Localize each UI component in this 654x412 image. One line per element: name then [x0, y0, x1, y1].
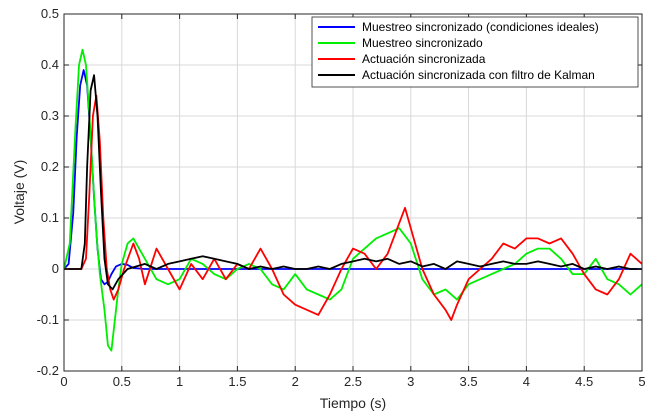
series-line-3 [64, 94, 642, 321]
x-tick-label: 4 [523, 374, 530, 389]
y-tick-label: 0.4 [41, 57, 59, 72]
x-axis-label: Tiempo (s) [320, 395, 386, 411]
y-axis-label: Voltaje (V) [11, 160, 27, 225]
x-tick-label: 3.5 [460, 374, 478, 389]
legend-label: Muestreo sincronizado [362, 36, 483, 50]
x-tick-labels: 0 0.5 1 1.5 2 2.5 3 3.5 4 4.5 5 [60, 374, 645, 389]
y-tick-label: 0 [52, 261, 59, 276]
x-tick-label: 1.5 [228, 374, 246, 389]
tick-marks [63, 13, 643, 372]
y-tick-label: -0.1 [37, 312, 59, 327]
x-tick-label: 0.5 [113, 374, 131, 389]
x-tick-label: 3 [407, 374, 414, 389]
y-tick-label: -0.2 [37, 363, 59, 378]
x-tick-label: 2.5 [344, 374, 362, 389]
y-tick-label: 0.2 [41, 159, 59, 174]
series-line-2 [64, 48, 642, 352]
legend: Muestreo sincronizado (condiciones ideal… [311, 16, 639, 88]
legend-box [311, 16, 639, 88]
y-tick-label: 0.3 [41, 108, 59, 123]
x-tick-label: 2 [292, 374, 299, 389]
series-group [64, 48, 642, 352]
y-tick-labels: -0.2 -0.1 0 0.1 0.2 0.3 0.4 0.5 [37, 6, 59, 378]
x-tick-label: 1 [176, 374, 183, 389]
x-tick-label: 4.5 [575, 374, 593, 389]
y-tick-label: 0.1 [41, 210, 59, 225]
series-line-4 [64, 74, 642, 291]
series-line-1 [64, 69, 642, 286]
legend-label: Muestreo sincronizado (condiciones ideal… [362, 20, 599, 34]
legend-label: Actuación sincronizada [362, 52, 486, 66]
x-tick-label: 5 [638, 374, 645, 389]
x-tick-label: 0 [60, 374, 67, 389]
y-tick-label: 0.5 [41, 6, 59, 21]
legend-label: Actuación sincronizada con filtro de Kal… [362, 68, 595, 82]
